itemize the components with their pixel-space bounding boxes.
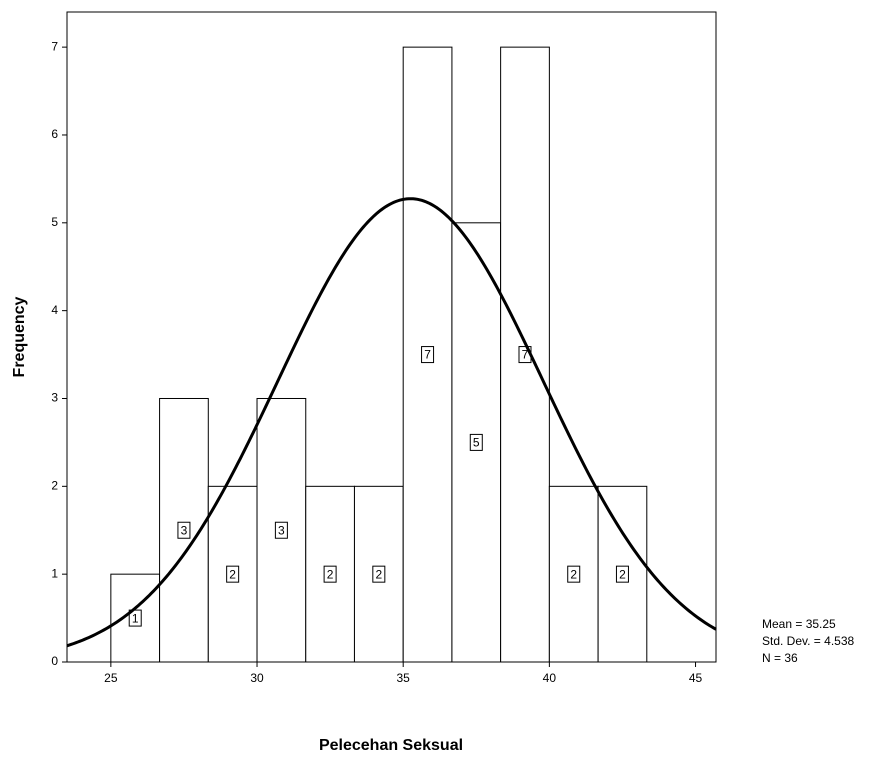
y-axis-label: Frequency bbox=[11, 296, 28, 377]
y-tick-label: 2 bbox=[51, 478, 58, 492]
value-label-box bbox=[372, 565, 386, 583]
value-label: 1 bbox=[132, 611, 139, 625]
stats-text: N = 36 bbox=[762, 651, 798, 665]
stats-text: Std. Dev. = 4.538 bbox=[762, 634, 854, 648]
x-tick-label: 25 bbox=[104, 671, 118, 685]
x-tick-label: 40 bbox=[543, 671, 557, 685]
value-label-box bbox=[567, 565, 581, 583]
value-label-box bbox=[469, 433, 483, 451]
value-label: 2 bbox=[327, 567, 334, 581]
normal-curve bbox=[66, 197, 717, 648]
y-tick-label: 1 bbox=[51, 566, 58, 580]
value-label: 7 bbox=[424, 348, 431, 362]
value-label: 2 bbox=[619, 567, 626, 581]
value-label-box bbox=[274, 521, 288, 539]
value-label-box bbox=[615, 565, 629, 583]
value-label-box bbox=[226, 565, 240, 583]
value-label-box bbox=[177, 521, 191, 539]
value-label-box bbox=[421, 346, 435, 364]
y-tick-label: 3 bbox=[51, 391, 58, 405]
value-label: 2 bbox=[570, 567, 577, 581]
x-tick-label: 30 bbox=[250, 671, 264, 685]
value-label: 2 bbox=[375, 567, 382, 581]
stats-text: Mean = 35.25 bbox=[762, 617, 836, 631]
y-tick-label: 7 bbox=[51, 39, 58, 53]
x-tick-label: 45 bbox=[689, 671, 703, 685]
y-tick-label: 4 bbox=[51, 303, 58, 317]
x-tick-label: 35 bbox=[397, 671, 411, 685]
x-axis-label: Pelecehan Seksual bbox=[319, 737, 463, 754]
y-tick-label: 5 bbox=[51, 215, 58, 229]
value-label: 3 bbox=[181, 523, 188, 537]
value-label-box bbox=[323, 565, 337, 583]
value-label: 2 bbox=[229, 567, 236, 581]
value-label: 5 bbox=[473, 436, 480, 450]
y-tick-label: 6 bbox=[51, 127, 58, 141]
value-label: 3 bbox=[278, 523, 285, 537]
value-label: 7 bbox=[522, 348, 529, 362]
y-tick-label: 0 bbox=[51, 654, 58, 668]
